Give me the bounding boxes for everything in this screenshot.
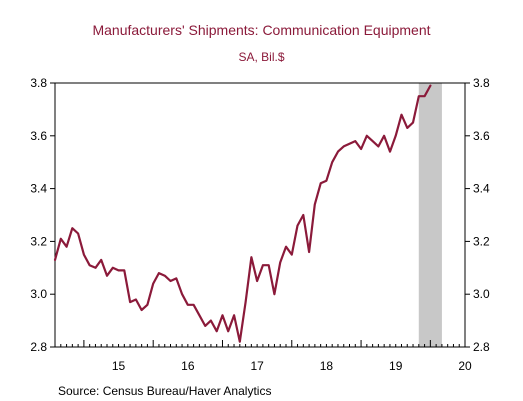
source-note: Source: Census Bureau/Haver Analytics bbox=[58, 384, 272, 398]
y-tick-label-right: 3.0 bbox=[473, 287, 490, 301]
plot-frame bbox=[54, 82, 466, 348]
chart-title: Manufacturers' Shipments: Communication … bbox=[92, 22, 431, 38]
x-tick-label: 19 bbox=[389, 359, 403, 373]
y-tick-label-right: 3.8 bbox=[473, 76, 490, 90]
x-tick-label: 15 bbox=[112, 359, 126, 373]
x-tick-label: 18 bbox=[320, 359, 334, 373]
y-tick-label-left: 3.2 bbox=[30, 234, 47, 248]
y-tick-label-left: 3.4 bbox=[30, 182, 47, 196]
chart-subtitle: SA, Bil.$ bbox=[238, 50, 285, 64]
x-tick-label: 20 bbox=[458, 359, 472, 373]
series-line bbox=[53, 84, 432, 343]
y-tick-label-left: 3.6 bbox=[30, 129, 47, 143]
y-tick-label-right: 3.2 bbox=[473, 234, 490, 248]
y-tick-label-right: 3.6 bbox=[473, 129, 490, 143]
y-tick-label-left: 3.0 bbox=[30, 287, 47, 301]
x-tick-label: 17 bbox=[250, 359, 264, 373]
y-tick-label-right: 2.8 bbox=[473, 340, 490, 354]
y-tick-label-left: 3.8 bbox=[30, 76, 47, 90]
y-tick-label-left: 2.8 bbox=[30, 340, 47, 354]
x-tick-label: 16 bbox=[181, 359, 195, 373]
y-tick-label-right: 3.4 bbox=[473, 182, 490, 196]
recession-shading bbox=[418, 83, 442, 347]
